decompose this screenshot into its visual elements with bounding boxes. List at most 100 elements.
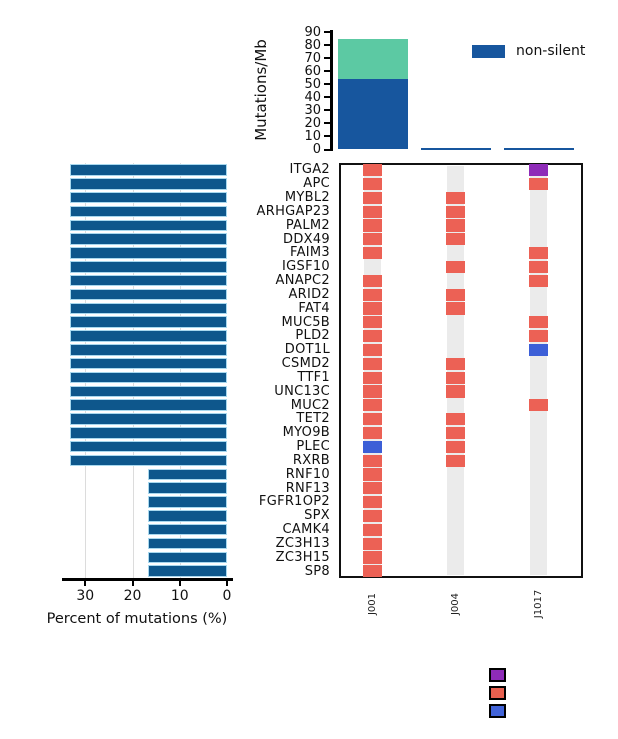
percent-bar-ARID2 (69, 288, 227, 301)
y-tick-label: 20 (304, 115, 321, 131)
gene-label-IGSF10: IGSF10 (282, 259, 330, 275)
gene-label-TTF1: TTF1 (297, 369, 330, 385)
gene-label-PALM2: PALM2 (285, 217, 330, 233)
percent-bar-MUC2 (69, 399, 227, 411)
mutation-cell-IGSF10-J1017 (529, 260, 548, 274)
gene-label-PLEC: PLEC (296, 439, 330, 455)
gene-label-ZC3H15: ZC3H15 (275, 549, 330, 565)
gene-label-MYO9B: MYO9B (282, 425, 330, 441)
y-tick-mark (324, 148, 330, 151)
mutation-cell-UNC13C-J001 (363, 385, 382, 398)
mutation-cell-ARHGAP23-J001 (363, 205, 382, 218)
gene-label-PLD2: PLD2 (295, 328, 330, 344)
y-tick-label: 50 (304, 76, 321, 92)
y-tick-label: 80 (304, 37, 321, 53)
stacked-bar-segment-non-silent (420, 147, 491, 150)
mutation-cell-ANAPC2-J1017 (529, 274, 548, 287)
percent-bar-FAIM3 (69, 247, 227, 259)
mutation-cell-PLEC-J001 (363, 440, 382, 453)
mutation-cell-ARHGAP23-J004 (446, 205, 465, 218)
mutation-cell-FGFR1OP2-J001 (363, 496, 382, 509)
percent-bar-FAT4 (69, 302, 227, 315)
mutation-cell-FAIM3-J001 (363, 247, 382, 260)
percent-bar-TET2 (69, 413, 227, 425)
mutation-cell-RNF10-J001 (363, 468, 382, 481)
mutation-cell-ZC3H15-J001 (363, 551, 382, 564)
mutation-cell-PALM2-J001 (363, 219, 382, 232)
legend-swatch-blue-mutation-type (489, 704, 506, 718)
percent-bar-TTF1 (69, 371, 227, 384)
percent-bar-MYBL2 (69, 191, 227, 204)
sample-label-J004: J004 (449, 592, 461, 616)
mutation-cell-FAT4-J004 (446, 302, 465, 315)
y-tick-label: 0 (312, 142, 321, 157)
x-tick-label: 20 (123, 588, 142, 604)
gene-label-UNC13C: UNC13C (274, 383, 330, 399)
y-tick-mark (324, 44, 330, 47)
sample-strip-J1017 (530, 166, 547, 575)
mutation-cell-TET2-J001 (363, 413, 382, 426)
stacked-bar-segment-non-silent (337, 79, 408, 150)
gene-label-CSMD2: CSMD2 (281, 356, 330, 372)
y-tick-mark (324, 57, 330, 60)
mutation-cell-TTF1-J004 (446, 371, 465, 384)
x-tick-label: 10 (170, 588, 189, 604)
legend-swatch-red-mutation-type (489, 686, 506, 700)
y-tick-mark (324, 83, 330, 86)
mutation-cell-DOT1L-J1017 (529, 343, 548, 357)
y-tick-label: 30 (304, 102, 321, 118)
mutation-cell-PLD2-J001 (363, 330, 382, 343)
mutation-cell-PLEC-J004 (446, 440, 465, 453)
gene-label-ZC3H13: ZC3H13 (275, 535, 330, 551)
y-tick-label: 10 (304, 128, 321, 144)
x-tick-mark (178, 581, 181, 586)
percent-bar-RNF10 (148, 468, 227, 481)
mutation-cell-ZC3H13-J001 (363, 537, 382, 550)
y-tick-label: 70 (304, 50, 321, 66)
mutation-cell-ARID2-J004 (446, 288, 465, 301)
y-tick-mark (324, 109, 330, 112)
mutation-cell-CSMD2-J004 (446, 357, 465, 370)
gene-label-RNF13: RNF13 (285, 480, 330, 496)
percent-bar-SP8 (148, 565, 227, 577)
left-chart-x-axis-spine (62, 578, 233, 581)
top-chart-y-axis-spine (330, 30, 333, 151)
percent-bar-PLEC (69, 440, 227, 453)
percent-bar-MYO9B (69, 427, 227, 439)
gene-label-RNF10: RNF10 (285, 466, 330, 482)
top-chart-legend-swatch (472, 45, 505, 58)
y-tick-label: 90 (304, 24, 321, 40)
x-tick-label: 30 (76, 588, 95, 604)
top-chart-legend-label: non-silent (516, 43, 586, 59)
mutation-cell-UNC13C-J004 (446, 385, 465, 398)
mutation-cell-MYO9B-J004 (446, 426, 465, 440)
gene-label-CAMK4: CAMK4 (282, 522, 330, 538)
mutation-cell-ITGA2-J001 (363, 164, 382, 177)
gridline (85, 163, 87, 578)
mutation-cell-RNF13-J001 (363, 482, 382, 495)
x-tick-mark (131, 581, 134, 586)
x-tick-mark (226, 581, 228, 586)
gene-label-ITGA2: ITGA2 (289, 162, 330, 178)
mutation-cell-CSMD2-J001 (363, 357, 382, 370)
mutation-cell-APC-J1017 (529, 177, 548, 191)
y-tick-mark (324, 70, 330, 73)
mutation-cell-CAMK4-J001 (363, 523, 382, 536)
mutation-cell-IGSF10-J004 (446, 260, 465, 274)
percent-bar-DDX49 (69, 233, 227, 245)
stacked-bar-segment-silent (337, 38, 408, 79)
percent-bar-CAMK4 (148, 523, 227, 536)
mutation-cell-ANAPC2-J001 (363, 274, 382, 287)
mutation-cell-DDX49-J004 (446, 233, 465, 246)
left-chart-x-axis-label: Percent of mutations (%) (46, 611, 228, 627)
gene-label-TET2: TET2 (296, 411, 330, 427)
mutation-cell-MUC2-J001 (363, 399, 382, 412)
y-tick-mark (324, 31, 330, 33)
mutation-cell-MUC5B-J001 (363, 316, 382, 329)
mutation-cell-DDX49-J001 (363, 233, 382, 246)
percent-bar-DOT1L (69, 344, 227, 356)
percent-bar-RXRB (69, 454, 227, 467)
percent-bar-IGSF10 (69, 261, 227, 273)
mutation-cell-TTF1-J001 (363, 371, 382, 384)
